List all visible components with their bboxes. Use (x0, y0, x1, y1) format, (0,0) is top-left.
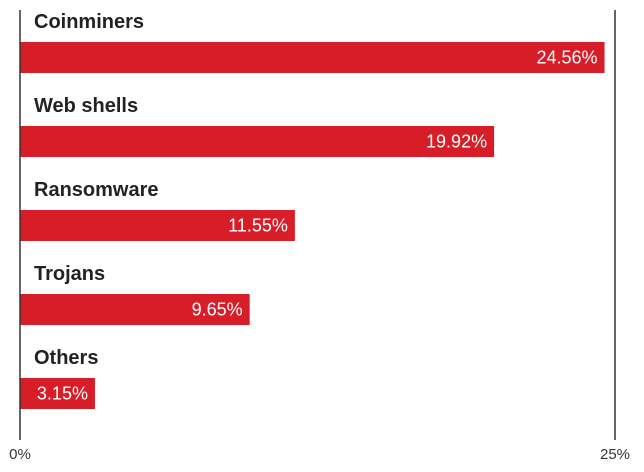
bar-value-label: 3.15% (37, 384, 88, 404)
category-label: Others (34, 347, 98, 369)
category-label: Ransomware (34, 179, 159, 201)
x-tick-label-end: 25% (600, 446, 630, 463)
bar (20, 210, 295, 241)
bars-layer: Coinminers 24.56% Web shells 19.92% Ransomwa… (20, 11, 605, 409)
category-label: Web shells (34, 95, 138, 117)
bar-value-label: 11.55% (228, 216, 288, 236)
bar-value-label: 9.65% (192, 300, 243, 320)
bar (20, 294, 250, 325)
bar (20, 42, 605, 73)
bar (20, 378, 95, 409)
category-label: Trojans (34, 263, 105, 285)
bar (20, 126, 495, 157)
bar-value-label: 19.92% (426, 132, 487, 152)
x-tick-label-start: 0% (9, 446, 31, 463)
category-label: Coinminers (34, 11, 144, 33)
bar-value-label: 24.56% (536, 48, 597, 68)
